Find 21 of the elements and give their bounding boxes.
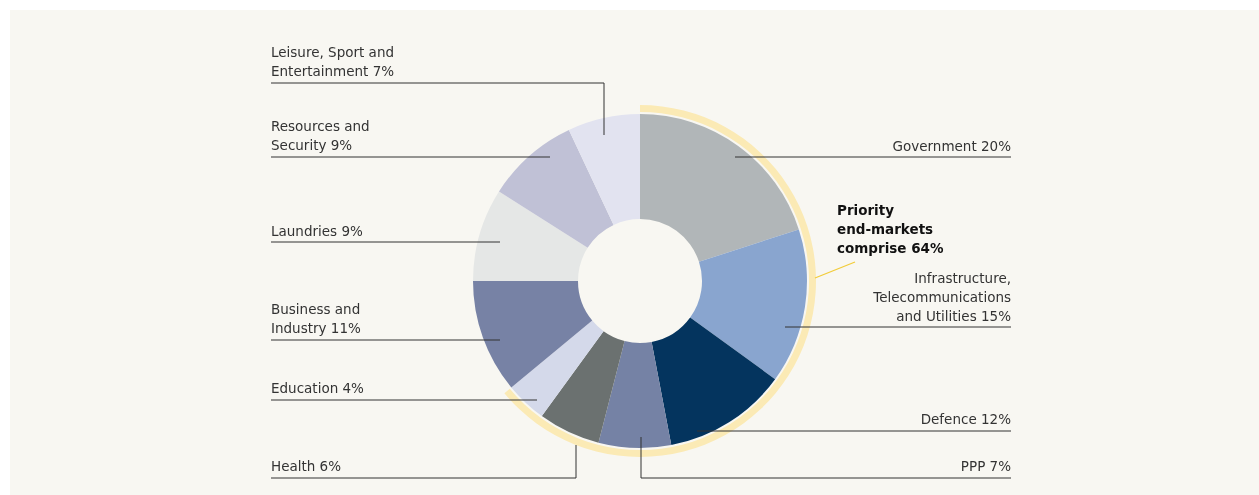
slice-label: Defence 12%	[920, 411, 1012, 427]
slice-label: Leisure, Sport and Entertainment 7%	[271, 44, 395, 79]
donut-slice	[651, 317, 776, 446]
donut-slice	[473, 191, 588, 281]
slice-label: Laundries 9%	[271, 223, 363, 239]
text: Priority end-markets comprise 64%	[837, 202, 944, 256]
donut-slice	[598, 341, 672, 448]
donut-slice	[511, 320, 604, 417]
slice-label: Health 6%	[271, 458, 342, 474]
slice-label: Infrastructure, Telecommunications and Utilities 15%	[872, 270, 1012, 324]
donut-slice	[640, 114, 799, 262]
slice-label: Resources and Security 9%	[271, 118, 370, 153]
slice-label: Business and Industry 11%	[271, 301, 361, 336]
donut-slice	[541, 331, 625, 443]
slice-label: PPP 7%	[960, 458, 1012, 474]
slice-label: Education 4%	[271, 380, 365, 396]
donut-slice	[473, 281, 593, 388]
donut-slice	[690, 229, 807, 380]
donut-slice	[568, 114, 640, 225]
slice-label: Government 20%	[892, 138, 1012, 154]
donut-slice	[499, 129, 614, 248]
